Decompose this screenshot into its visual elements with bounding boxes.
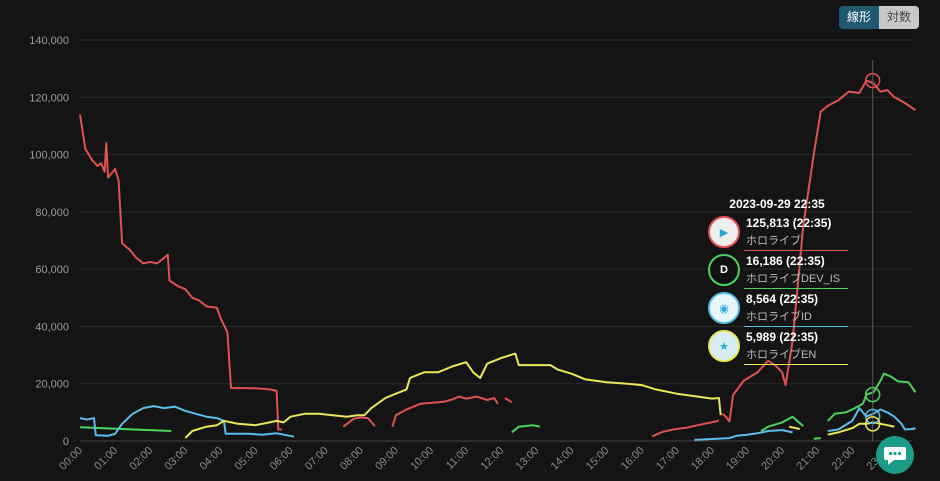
en-logo-icon: ★ [708, 330, 740, 362]
series-line [79, 405, 295, 438]
hover-marker [864, 408, 881, 425]
chat-button[interactable] [876, 436, 914, 474]
tooltip-divider [744, 288, 848, 289]
series-line [391, 395, 499, 427]
tooltip-value: 8,564 (22:35) [746, 292, 819, 306]
tooltip-value: 16,186 (22:35) [746, 254, 825, 268]
y-tick-label: 60,000 [35, 264, 69, 276]
y-tick-label: 20,000 [35, 379, 69, 391]
tooltip-row: ◉ 8,564 (22:35) ホロライブID [706, 289, 848, 327]
log-scale-button[interactable]: 対数 [879, 6, 920, 29]
x-tick-label: 08:00 [338, 445, 366, 473]
series-line [827, 421, 895, 436]
tooltip-divider [744, 364, 848, 365]
series-line [827, 407, 916, 432]
tooltip-divider [744, 250, 848, 251]
hover-marker [864, 72, 881, 89]
x-tick-label: 18:00 [689, 445, 717, 473]
series-line [826, 372, 917, 422]
y-tick-label: 120,000 [29, 92, 69, 104]
hover-marker [864, 386, 881, 403]
x-tick-label: 03:00 [162, 445, 190, 473]
series-line [721, 79, 917, 423]
x-tick-label: 00:00 [57, 445, 85, 473]
series-line [760, 415, 804, 432]
devis-logo-icon: D [708, 254, 740, 286]
x-tick-label: 12:00 [478, 445, 506, 473]
series-line [79, 114, 282, 431]
tooltip-name: ホロライブID [746, 311, 812, 323]
series-line [184, 352, 722, 439]
x-tick-label: 16:00 [619, 445, 647, 473]
x-tick-label: 01:00 [92, 445, 120, 473]
series-line [788, 425, 800, 430]
series-line [511, 424, 541, 434]
y-tick-label: 0 [63, 436, 69, 448]
tooltip-title: 2023-09-29 22:35 [729, 197, 825, 211]
x-tick-label: 02:00 [127, 445, 155, 473]
play-icon: ▶ [708, 216, 740, 248]
y-tick-label: 40,000 [35, 321, 69, 333]
series-line [504, 397, 513, 404]
y-tick-label: 140,000 [29, 35, 69, 47]
x-tick-label: 06:00 [268, 445, 296, 473]
x-tick-label: 10:00 [408, 445, 436, 473]
x-tick-label: 22:00 [829, 445, 857, 473]
tooltip-name: ホロライブ [746, 235, 801, 247]
linear-scale-button[interactable]: 線形 [839, 6, 880, 29]
series-line [813, 437, 821, 440]
tooltip-value: 125,813 (22:35) [746, 216, 832, 230]
tooltip-divider [744, 326, 848, 327]
tooltip-row: ★ 5,989 (22:35) ホロライブEN [706, 327, 848, 365]
x-tick-label: 04:00 [198, 445, 226, 473]
x-tick-label: 05:00 [233, 445, 261, 473]
scale-toggle: 線形 対数 [839, 6, 920, 29]
chart-tooltip: 2023-09-29 22:35 ▶ 125,813 (22:35) ホロライブ… [706, 195, 848, 365]
id-logo-icon: ◉ [708, 292, 740, 324]
x-tick-label: 14:00 [549, 445, 577, 473]
tooltip-name: ホロライブDEV_IS [746, 273, 841, 285]
y-tick-label: 100,000 [29, 150, 69, 162]
chat-icon [884, 447, 906, 465]
x-tick-label: 20:00 [759, 445, 787, 473]
hover-marker [864, 416, 881, 432]
series-line [342, 416, 376, 428]
x-tick-label: 21:00 [794, 445, 822, 473]
series-line [651, 419, 720, 438]
tooltip-value: 5,989 (22:35) [746, 330, 819, 344]
x-tick-label: 17:00 [654, 445, 682, 473]
series-line [79, 426, 172, 432]
x-tick-label: 13:00 [514, 445, 542, 473]
x-tick-label: 11:00 [444, 445, 471, 472]
x-tick-label: 09:00 [373, 445, 401, 473]
tooltip-row: ▶ 125,813 (22:35) ホロライブ [706, 213, 848, 251]
series-line [694, 429, 793, 441]
x-tick-label: 07:00 [303, 445, 331, 473]
x-tick-label: 19:00 [724, 445, 752, 473]
tooltip-name: ホロライブEN [746, 349, 817, 361]
tooltip-row: D 16,186 (22:35) ホロライブDEV_IS [706, 251, 848, 289]
x-tick-label: 15:00 [584, 445, 612, 473]
y-tick-label: 80,000 [35, 207, 69, 219]
